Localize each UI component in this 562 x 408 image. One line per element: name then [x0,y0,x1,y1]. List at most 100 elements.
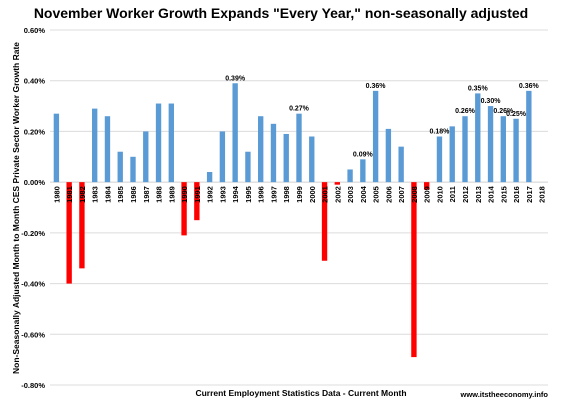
bar-1999 [296,113,302,183]
y-tick-label: -0.80% [21,381,45,390]
x-tick-label: 2017 [525,186,534,203]
x-tick-label: 1993 [218,186,227,203]
data-label-2004: 0.09% [353,151,374,158]
bar-1982 [79,182,85,269]
data-label-1994: 0.39% [225,75,246,82]
bar-2012 [462,116,468,183]
x-tick-label: 2003 [346,186,355,203]
bar-2011 [449,126,455,183]
x-tick-label: 2011 [448,186,457,202]
x-tick-label: 1987 [142,186,151,203]
bar-1995 [245,151,251,183]
bar-1992 [206,172,213,183]
bar-2014 [487,106,494,183]
x-tick-label: 1988 [155,186,164,203]
x-tick-label: 2004 [359,185,368,203]
bar-1997 [270,123,277,183]
bar-2003 [347,169,353,183]
bar-2009 [424,182,430,190]
bar-2004 [360,159,366,183]
x-tick-label: 1990 [180,186,189,203]
x-tick-label: 2013 [474,186,483,203]
data-label-2014: 0.30% [481,98,502,105]
data-label-2012: 0.26% [455,108,476,115]
y-tick-label: 0.20% [24,127,46,136]
y-tick-label: 0.00% [24,178,46,187]
x-tick-label: 2016 [512,186,521,203]
x-axis-label: Current Employment Statistics Data - Cur… [195,388,406,398]
x-tick-label: 1998 [282,186,291,203]
y-tick-label: 0.60% [24,26,46,35]
x-tick-label: 1982 [78,186,87,203]
bar-1991 [194,182,200,221]
x-tick-label: 1989 [167,186,176,203]
bar-1989 [168,103,174,183]
x-tick-label: 1991 [193,186,202,203]
data-label-2015: 0.26% [493,108,514,115]
data-label-2017: 0.36% [519,83,540,90]
x-tick-label: 1994 [231,185,240,203]
bar-1988 [155,103,162,183]
bar-1985 [117,151,123,183]
x-tick-label: 1981 [65,186,74,203]
x-tick-label: 1984 [103,185,112,203]
y-tick-label: -0.40% [21,280,45,289]
x-tick-label: 2012 [461,186,470,203]
x-tick-label: 2001 [321,186,330,203]
x-tick-label: 1999 [295,186,304,203]
bar-2013 [475,93,481,183]
x-tick-label: 2015 [499,186,508,203]
x-axis-ticks: 1980 1981 1982 1983 1984 1985 1986 1987 1988 1989… [52,185,546,203]
bar-2015 [500,116,506,183]
y-tick-label: -0.20% [21,229,45,238]
x-tick-label: 2002 [333,186,342,203]
bar-1980 [53,113,60,183]
bar-2000 [309,136,315,183]
data-label-2016: 0.25% [506,111,527,118]
x-tick-label: 1986 [129,186,138,203]
bar-2002 [334,182,340,185]
x-tick-label: 2000 [308,186,317,203]
data-label-2010: 0.18% [430,129,451,136]
bar-1986 [130,156,136,183]
x-tick-label: 2006 [384,186,393,203]
x-tick-label: 2014 [487,185,496,203]
bar-2005 [372,90,379,183]
x-tick-label: 2010 [435,186,444,203]
bar-1987 [143,131,149,183]
bar-1984 [104,116,111,183]
bar-2017 [526,90,532,183]
bar-1998 [283,133,289,183]
bar-2010 [436,136,443,183]
bar-1996 [258,116,264,183]
bar-1993 [219,131,226,183]
bars [53,83,532,358]
x-tick-label: 2008 [410,186,419,203]
x-tick-label: 1985 [116,186,125,203]
bar-1981 [66,182,72,284]
data-label-2005: 0.36% [366,83,387,90]
bar-2001 [321,182,328,261]
y-tick-label: -0.60% [21,330,45,339]
x-tick-label: 2009 [423,186,432,203]
data-label-1999: 0.27% [289,106,310,113]
y-tick-label: 0.40% [24,77,46,86]
x-tick-label: 2018 [538,186,547,203]
bar-2007 [398,146,404,183]
data-labels: 0.39% 0.27% 0.09% 0.36% 0.18% 0.26% 0.35% 0.30%… [225,75,539,158]
x-tick-label: 1980 [52,186,61,203]
chart-title: November Worker Growth Expands "Every Ye… [34,5,528,21]
bar-1994 [232,83,238,183]
x-tick-label: 2005 [372,186,381,203]
y-axis-label: Non-Seasonally Adjusted Month to Month C… [11,42,21,374]
gridlines [50,29,548,386]
y-axis-ticks: -0.80% -0.60% -0.40% -0.20% 0.00% 0.20% 0.40% 0… [21,26,45,390]
bar-2006 [385,128,392,183]
bar-1990 [181,182,187,236]
x-tick-label: 1995 [244,186,253,203]
x-tick-label: 2007 [397,186,406,203]
x-tick-label: 1983 [91,186,100,203]
x-tick-label: 1996 [257,186,266,203]
bar-2016 [513,118,519,183]
